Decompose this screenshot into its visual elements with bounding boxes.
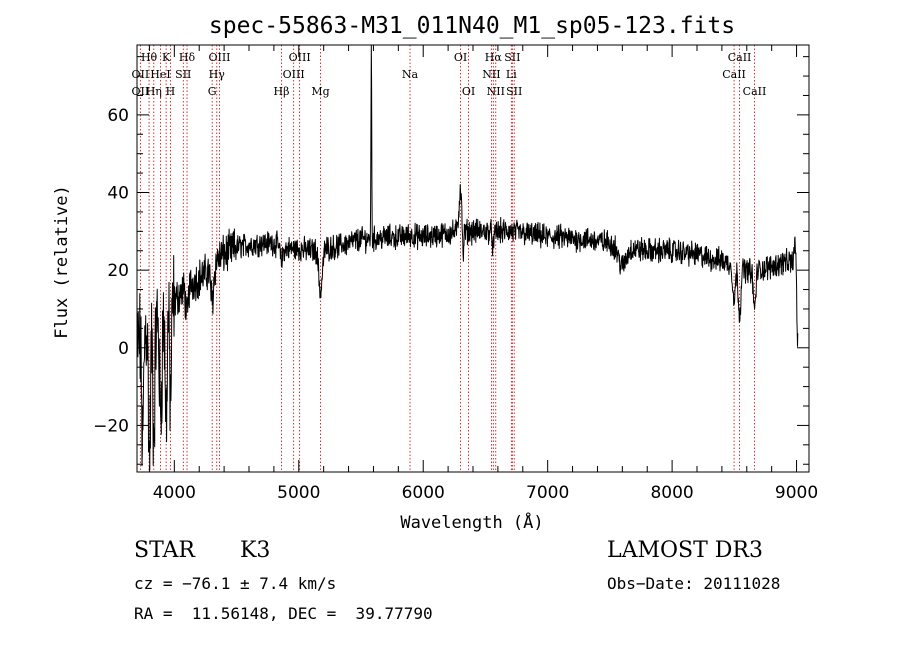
observation-date: Obs−Date: 20111028 <box>607 574 781 593</box>
survey-name: LAMOST DR3 <box>607 538 763 563</box>
y-axis-tick-labels: −20 0 20 40 60 <box>93 106 129 437</box>
object-class: STAR <box>134 538 195 563</box>
line-marker-label: NII <box>482 68 500 81</box>
spectrum-line <box>136 44 799 471</box>
line-marker-label: OII <box>132 68 150 81</box>
line-marker-label: CaII <box>722 68 746 81</box>
redshift-cz: cz = −76.1 ± 7.4 km/s <box>134 574 337 593</box>
object-subclass: K3 <box>240 538 271 563</box>
x-tick-label: 5000 <box>277 483 320 503</box>
line-marker-label: NII <box>487 85 505 98</box>
x-axis-ticks <box>148 45 798 472</box>
line-marker-label: CaII <box>728 51 752 64</box>
line-marker-label: SII <box>175 68 191 81</box>
line-marker-label: Hη <box>146 85 162 98</box>
line-marker-label: G <box>208 85 217 98</box>
line-marker-label: OII <box>132 85 150 98</box>
x-axis-tick-labels: 4000 5000 6000 7000 8000 9000 <box>153 483 818 503</box>
x-tick-label: 8000 <box>650 483 693 503</box>
y-axis-ticks <box>137 56 809 465</box>
line-marker-label: Li <box>506 68 517 81</box>
line-marker-label: Hγ <box>209 68 226 81</box>
x-tick-label: 6000 <box>402 483 445 503</box>
line-marker-label: OI <box>462 85 475 98</box>
line-marker-label: OIII <box>208 51 230 64</box>
x-tick-label: 4000 <box>153 483 196 503</box>
coordinates: RA = 11.56148, DEC = 39.77790 <box>134 604 433 623</box>
line-marker-label: CaII <box>743 85 767 98</box>
y-axis-label: Flux (relative) <box>52 185 72 339</box>
x-axis-label: Wavelength (Å) <box>400 511 543 533</box>
line-marker-label: Na <box>402 68 419 81</box>
line-marker-label: Hδ <box>179 51 196 64</box>
y-tick-label: 0 <box>118 339 129 359</box>
y-tick-label: 60 <box>107 106 129 126</box>
line-marker-label: OIII <box>289 51 311 64</box>
line-marker-label: OIII <box>283 68 305 81</box>
line-marker-label: Hβ <box>274 85 290 98</box>
line-marker-label: OI <box>454 51 467 64</box>
line-marker-label: HeI <box>150 68 170 81</box>
x-tick-label: 9000 <box>775 483 818 503</box>
y-tick-label: −20 <box>93 416 129 436</box>
chart-title: spec-55863-M31_011N40_M1_sp05-123.fits <box>209 13 735 39</box>
line-marker-label: Hθ <box>141 51 158 64</box>
line-marker-label: K <box>162 51 171 64</box>
line-marker-label: Hα <box>485 51 503 64</box>
line-marker-label: H <box>166 85 176 98</box>
line-marker-label: SII <box>504 51 520 64</box>
line-marker-label: SII <box>506 85 522 98</box>
line-marker-label: Mg <box>311 85 329 98</box>
emission-line-labels: OII OII Hθ Hη HeI K H SII Hδ G Hγ OIII Hβ OIII OIII Mg N… <box>132 51 767 98</box>
y-tick-label: 20 <box>107 261 129 281</box>
y-tick-label: 40 <box>107 184 129 204</box>
x-tick-label: 7000 <box>526 483 569 503</box>
